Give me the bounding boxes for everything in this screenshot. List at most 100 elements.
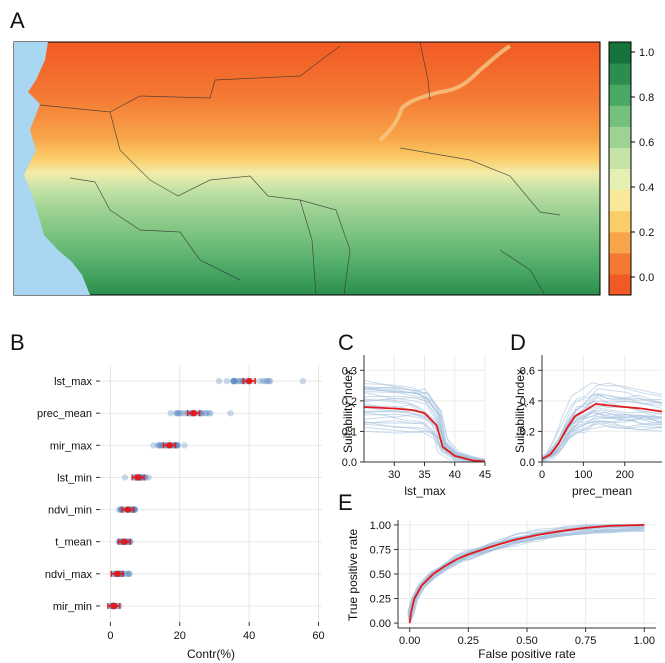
panel-b-mean-point xyxy=(114,570,121,578)
colorbar-swatch xyxy=(609,42,631,64)
panel-b-point xyxy=(145,474,152,481)
colorbar-swatch xyxy=(609,252,631,275)
d-plot-replicate-line xyxy=(541,411,663,458)
panel-b-point xyxy=(126,570,133,578)
panel-b-point xyxy=(202,409,210,417)
panel-d-plot: 0 100 200 0.0 0.2 0.4 0.6 xyxy=(520,355,663,481)
e-plot-x-tick-label: 0.00 xyxy=(399,635,420,647)
e-plot-x-tick-label: 1.00 xyxy=(634,635,655,647)
colorbar-swatch xyxy=(609,189,631,212)
panel-a-map: 1.0 0.8 0.6 0.4 0.2 0.0 xyxy=(13,41,654,296)
panel-e-plot: 0.00 0.25 0.50 0.75 1.00 0.00 0.25 0.50 0.75 1.00 xyxy=(370,520,656,647)
panel-b-point xyxy=(230,377,237,385)
panel-b-point xyxy=(262,377,269,385)
panel-e-roc-curve: 0.00 0.25 0.50 0.75 1.00 0.00 0.25 0.50 0.75 1.00… xyxy=(346,520,656,661)
e-plot-y-tick-label: 0.75 xyxy=(370,544,391,556)
panel-b-point xyxy=(259,377,267,385)
panel-b-point xyxy=(205,409,213,417)
e-plot-y-tick-label: 0.25 xyxy=(370,594,391,606)
panel-letter-d: D xyxy=(510,330,526,355)
panel-b-point xyxy=(207,409,214,417)
d-plot-replicate-line xyxy=(541,394,663,459)
panel-b-category-label: mir_min xyxy=(53,601,92,613)
c-plot-replicate-line xyxy=(363,379,486,463)
d-plot-y-tick-label: 0.4 xyxy=(520,396,535,408)
d-plot-y-tick-label: 0.2 xyxy=(520,426,535,438)
panel-b-mean-point xyxy=(190,409,197,417)
panel-b-point xyxy=(178,409,185,417)
d-plot-x-tick-label: 200 xyxy=(616,469,634,481)
panel-c-response-lst-max: 30 35 40 45 0.0 0.1 0.2 0.3 lst_max Suitability… xyxy=(341,355,491,498)
map-frame xyxy=(13,41,601,296)
d-plot-y-tick-label: 0.0 xyxy=(520,457,535,469)
panel-b-category-label: lst_max xyxy=(54,376,92,388)
panel-b-marks xyxy=(107,377,307,610)
panel-b-point xyxy=(172,442,180,449)
panel-e-ylabel: True positive rate xyxy=(346,529,360,622)
ocean-shape xyxy=(14,42,90,295)
colorbar-swatch xyxy=(609,147,631,169)
colorbar-swatch xyxy=(609,63,631,85)
panel-b-point xyxy=(299,377,307,385)
panel-b-point xyxy=(265,377,273,385)
panel-b-point xyxy=(227,409,234,417)
c-plot-x-tick-label: 45 xyxy=(479,469,491,481)
c-plot-y-tick-label: 0.2 xyxy=(342,396,357,408)
panel-e-xlabel: False positive rate xyxy=(478,647,576,661)
panel-b-point xyxy=(172,409,180,417)
panel-b-point xyxy=(230,377,238,385)
colorbar-frame xyxy=(608,41,632,296)
colorbar: 1.0 0.8 0.6 0.4 0.2 0.0 xyxy=(608,41,654,296)
panel-b-category-label: lst_min xyxy=(57,472,92,484)
e-plot-y-tick-label: 0.50 xyxy=(370,569,391,581)
d-plot-replicate-line xyxy=(541,425,663,462)
c-plot-y-tick-label: 0.1 xyxy=(342,426,357,438)
d-plot-replicate-line xyxy=(541,416,663,458)
panel-b-point xyxy=(267,377,274,385)
panel-b-contribution-plot: 0 20 40 60 lst_max prec_mean mir_max lst_minndv… xyxy=(37,365,325,661)
panel-b-point xyxy=(123,570,130,578)
c-plot-mean-line xyxy=(363,406,486,463)
panel-b-point xyxy=(256,377,264,385)
c-plot-x-tick-label: 30 xyxy=(388,469,400,481)
panel-b-point xyxy=(232,377,240,385)
panel-letter-b: B xyxy=(10,330,25,355)
colorbar-swatch xyxy=(609,126,631,148)
d-plot-y-tick-label: 0.6 xyxy=(520,365,535,377)
panel-c-plot: 30 35 40 45 0.0 0.1 0.2 0.3 xyxy=(342,355,491,481)
panel-b-point xyxy=(150,442,157,449)
colorbar-swatch xyxy=(609,231,631,254)
panel-b-point xyxy=(156,442,163,449)
panel-b-point xyxy=(202,409,209,417)
e-plot-y-tick-label: 0.00 xyxy=(370,618,391,630)
panel-b-grid: 0 20 40 60 lst_max prec_mean mir_max lst_minndv… xyxy=(37,365,325,642)
panel-b-xlabel: Contr(%) xyxy=(187,647,235,661)
panel-b-point xyxy=(174,442,182,449)
panel-b-point xyxy=(121,474,129,481)
c-plot-replicate-line xyxy=(363,426,485,463)
panel-b-point xyxy=(215,377,223,385)
panel-b-point xyxy=(115,506,123,513)
colorbar-tick-label: 0.2 xyxy=(639,227,654,239)
panel-b-point xyxy=(236,377,243,385)
panel-b-x-tick-label: 20 xyxy=(174,630,186,642)
panel-b-plot-area xyxy=(100,365,322,622)
panel-b-mean-point xyxy=(121,538,128,545)
panel-b-mean-point xyxy=(245,377,253,385)
panel-c-xlabel: lst_max xyxy=(404,484,445,498)
panel-b-point xyxy=(174,409,182,417)
colorbar-swatch xyxy=(609,105,631,127)
panel-letter-a: A xyxy=(10,8,25,33)
panel-b-category-label: ndvi_min xyxy=(48,505,92,517)
panel-b-point xyxy=(235,377,242,385)
d-plot-replicate-line xyxy=(541,413,663,462)
panel-b-x-tick-label: 40 xyxy=(243,630,255,642)
panel-c-ylabel: Suitability Index xyxy=(341,369,355,453)
c-plot-replicate-line xyxy=(363,416,486,463)
colorbar-swatch xyxy=(609,273,631,296)
panel-b-category-label: mir_max xyxy=(50,440,93,452)
border-lines xyxy=(39,42,561,295)
c-plot-x-tick-label: 35 xyxy=(418,469,430,481)
panel-b-point xyxy=(131,506,138,513)
